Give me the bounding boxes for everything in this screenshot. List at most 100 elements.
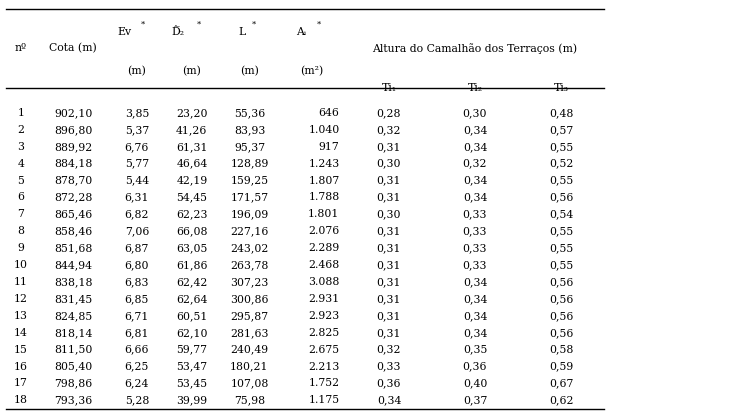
Text: Aᵢ: Aᵢ [295,27,306,37]
Text: 5,37: 5,37 [125,125,149,135]
Text: 0,28: 0,28 [377,108,401,118]
Text: 0,31: 0,31 [377,192,401,202]
Text: 838,18: 838,18 [54,277,93,287]
Text: 0,56: 0,56 [549,294,573,304]
Text: 300,86: 300,86 [230,294,269,304]
Text: 902,10: 902,10 [54,108,93,118]
Text: nº: nº [15,43,27,54]
Text: 2: 2 [17,125,25,135]
Text: 3,85: 3,85 [125,108,149,118]
Text: Ti₂: Ti₂ [468,83,482,93]
Text: 0,56: 0,56 [549,277,573,287]
Text: 824,85: 824,85 [54,311,93,321]
Text: 0,54: 0,54 [549,209,573,219]
Text: 844,94: 844,94 [55,260,92,270]
Text: 62,42: 62,42 [177,277,207,287]
Text: L: L [239,27,245,37]
Text: 0,59: 0,59 [549,362,573,372]
Text: 0,34: 0,34 [463,125,487,135]
Text: 0,33: 0,33 [463,260,487,270]
Text: 18: 18 [14,395,28,405]
Text: (m): (m) [183,66,201,76]
Text: 3.088: 3.088 [308,277,340,287]
Text: 0,30: 0,30 [377,159,401,169]
Text: 6,80: 6,80 [125,260,149,270]
Text: 0,30: 0,30 [463,108,487,118]
Text: 54,45: 54,45 [177,192,207,202]
Text: 62,10: 62,10 [176,328,208,338]
Text: 180,21: 180,21 [230,362,269,372]
Text: 7,06: 7,06 [125,226,149,236]
Text: *: * [141,20,145,28]
Text: 39,99: 39,99 [177,395,207,405]
Text: 1.175: 1.175 [308,395,340,405]
Text: 240,49: 240,49 [230,344,269,354]
Text: 2.825: 2.825 [308,328,340,338]
Text: 0,55: 0,55 [549,176,573,186]
Text: 884,18: 884,18 [54,159,93,169]
Text: 793,36: 793,36 [54,395,93,405]
Text: 75,98: 75,98 [234,395,265,405]
Text: 171,57: 171,57 [230,192,269,202]
Text: 0,33: 0,33 [377,362,401,372]
Text: (m²): (m²) [300,66,324,76]
Text: 0,33: 0,33 [463,243,487,253]
Text: 0,57: 0,57 [549,125,573,135]
Text: 62,64: 62,64 [177,294,207,304]
Text: 858,46: 858,46 [54,226,93,236]
Text: 16: 16 [14,362,28,372]
Text: 0,34: 0,34 [463,328,487,338]
Text: 1.243: 1.243 [308,159,340,169]
Text: 295,87: 295,87 [230,311,269,321]
Text: 0,31: 0,31 [377,260,401,270]
Text: 5: 5 [17,176,25,186]
Text: 896,80: 896,80 [54,125,93,135]
Text: 0,55: 0,55 [549,243,573,253]
Text: 6,25: 6,25 [125,362,149,372]
Text: 6,83: 6,83 [125,277,149,287]
Text: 818,14: 818,14 [54,328,93,338]
Text: 2.923: 2.923 [308,311,340,321]
Text: 53,45: 53,45 [177,378,207,388]
Text: 14: 14 [14,328,28,338]
Text: *: * [316,20,321,28]
Text: 60,51: 60,51 [177,311,207,321]
Text: 0,32: 0,32 [377,125,401,135]
Text: 6,31: 6,31 [125,192,149,202]
Text: 11: 11 [14,277,28,287]
Text: 2.076: 2.076 [308,226,340,236]
Text: 0,34: 0,34 [377,395,401,405]
Text: 159,25: 159,25 [230,176,269,186]
Text: 107,08: 107,08 [230,378,269,388]
Text: 2.289: 2.289 [308,243,340,253]
Text: 0,58: 0,58 [549,344,573,354]
Text: 41,26: 41,26 [177,125,207,135]
Text: 0,52: 0,52 [549,159,573,169]
Text: 1.801: 1.801 [308,209,340,219]
Text: 2.213: 2.213 [308,362,340,372]
Text: 5,77: 5,77 [125,159,149,169]
Text: 0,55: 0,55 [549,226,573,236]
Text: 2.468: 2.468 [308,260,340,270]
Text: 872,28: 872,28 [54,192,93,202]
Text: 0,67: 0,67 [549,378,573,388]
Text: 5,44: 5,44 [125,176,149,186]
Text: 0,33: 0,33 [463,209,487,219]
Text: 0,31: 0,31 [377,277,401,287]
Text: 1: 1 [17,108,25,118]
Text: 0,56: 0,56 [549,328,573,338]
Text: 0,55: 0,55 [549,142,573,152]
Text: 17: 17 [14,378,28,388]
Text: 0,55: 0,55 [549,260,573,270]
Text: 6,81: 6,81 [125,328,149,338]
Text: 0,30: 0,30 [377,209,401,219]
Text: 0,62: 0,62 [549,395,573,405]
Text: 0,35: 0,35 [463,344,487,354]
Text: 5,28: 5,28 [125,395,149,405]
Text: 805,40: 805,40 [54,362,93,372]
Text: Ev: Ev [117,27,132,37]
Text: 0,31: 0,31 [377,311,401,321]
Text: 6,87: 6,87 [125,243,149,253]
Text: *: * [197,20,201,28]
Text: 0,34: 0,34 [463,176,487,186]
